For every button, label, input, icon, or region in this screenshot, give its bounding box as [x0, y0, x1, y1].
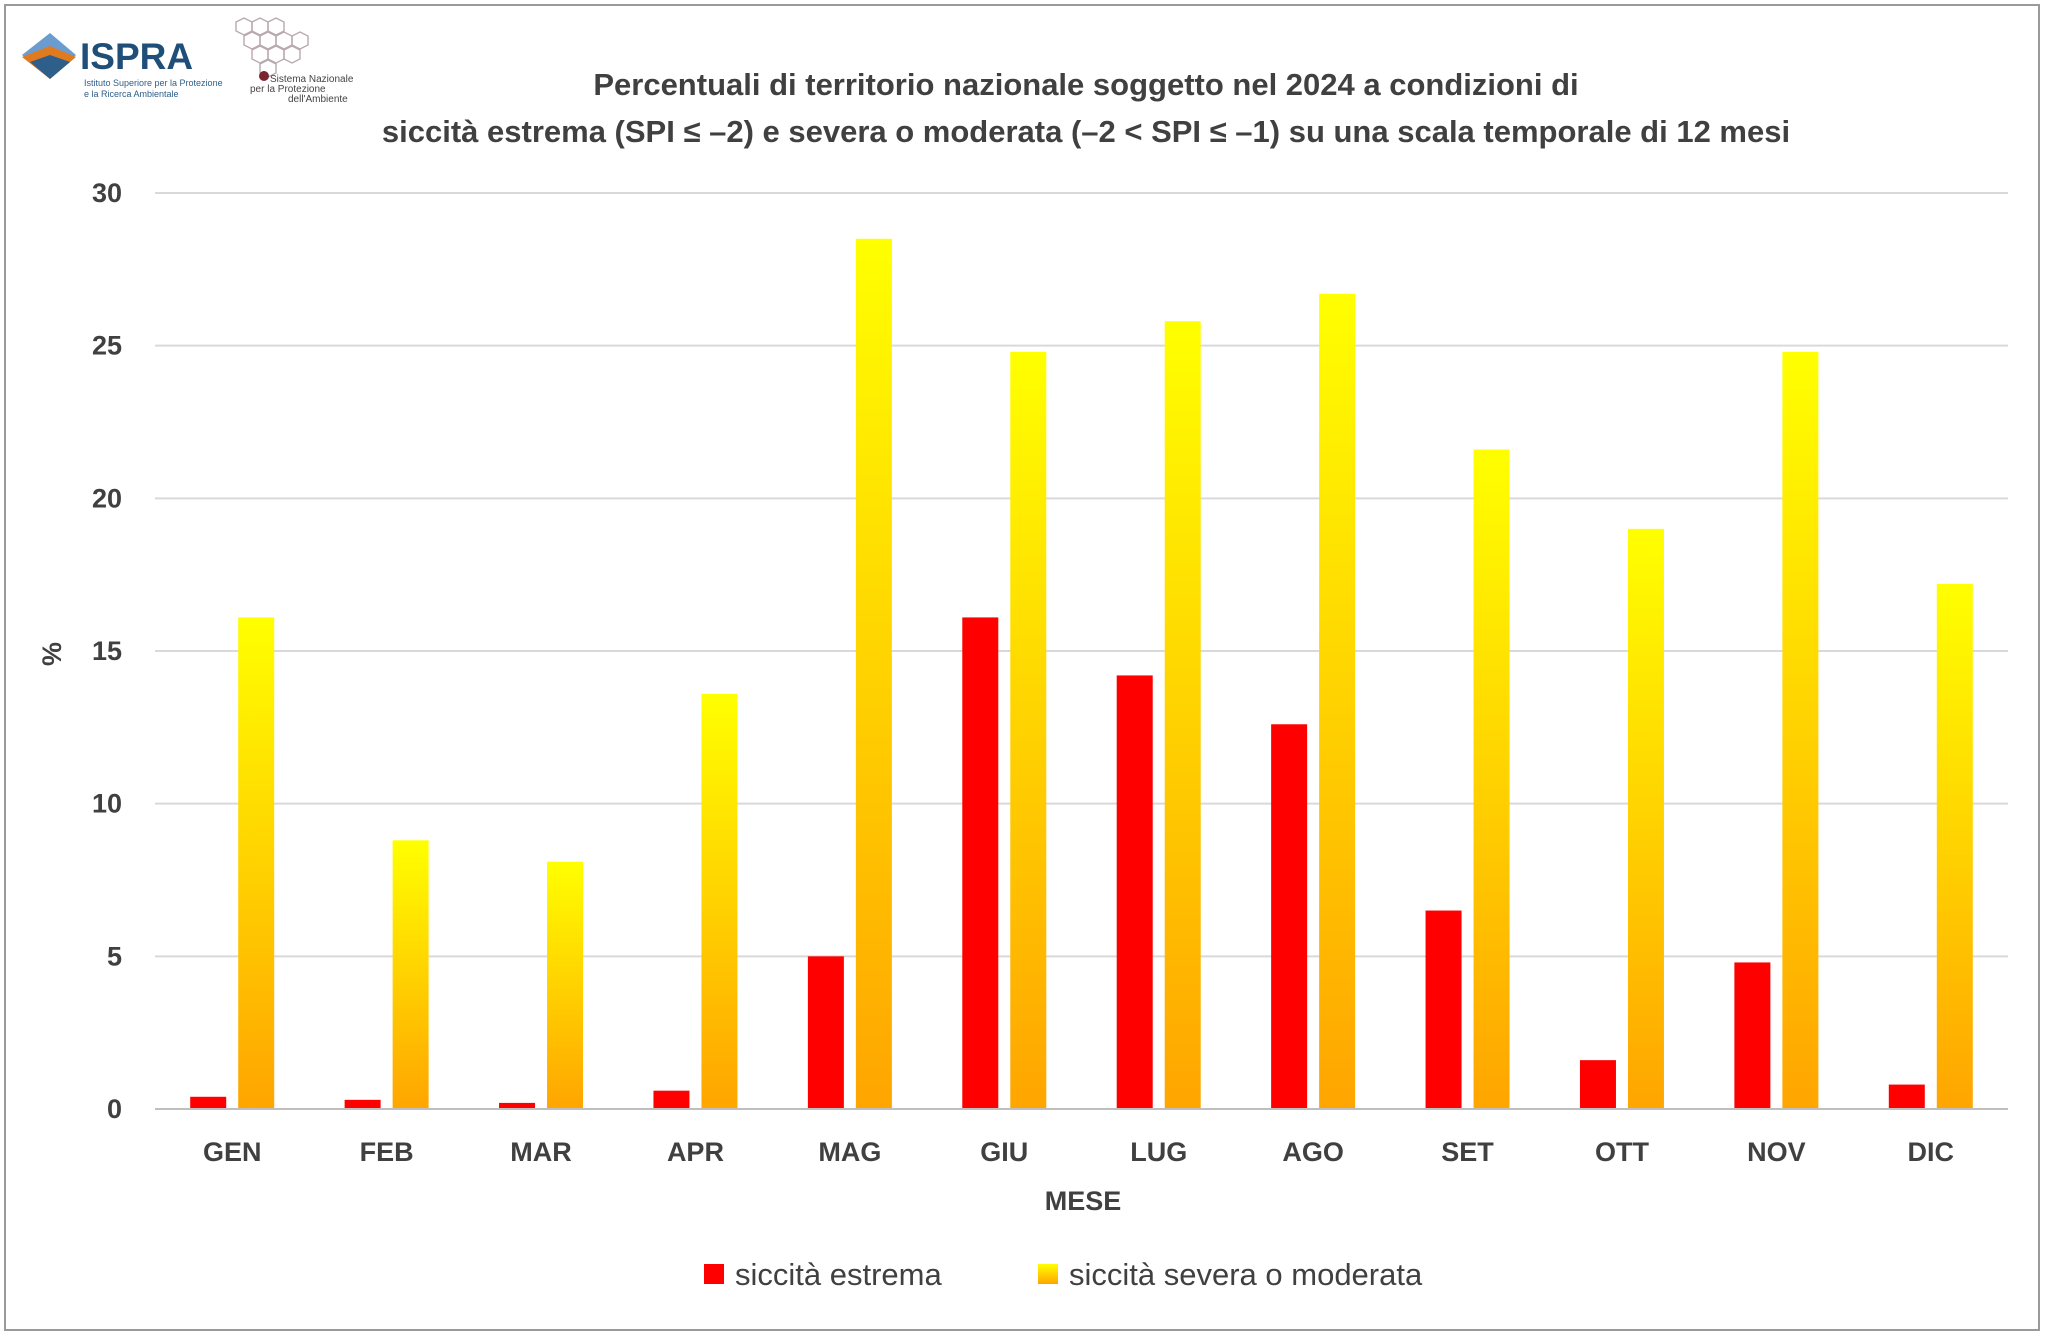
x-tick-label: LUG: [1130, 1137, 1187, 1167]
bar-siccita-severa-nov: [1782, 351, 1819, 1110]
bar-siccita-severa-mar: [547, 861, 584, 1109]
bar-siccita-estrema-feb: [344, 1099, 381, 1109]
bar-siccita-estrema-lug: [1116, 675, 1153, 1109]
bar-siccita-estrema-dic: [1888, 1084, 1925, 1109]
y-tick-label: 20: [92, 483, 122, 513]
y-tick-label: 30: [92, 178, 122, 208]
x-tick-label: GIU: [980, 1137, 1028, 1167]
x-tick-label: APR: [667, 1137, 724, 1167]
bar-siccita-severa-lug: [1164, 321, 1201, 1109]
gridlines: [155, 192, 2008, 958]
snpa-line-1: Sistema Nazionale: [270, 74, 354, 85]
bar-siccita-severa-mag: [855, 238, 892, 1110]
snpa-line-3: dell'Ambiente: [288, 94, 348, 105]
legend-label-siccita-severa: siccità severa o moderata: [1069, 1257, 1423, 1292]
bar-siccita-severa-ago: [1319, 293, 1356, 1109]
bar-siccita-estrema-apr: [653, 1090, 690, 1109]
ispra-tagline-2: e la Ricerca Ambientale: [84, 89, 179, 99]
chart-title-line-1: Percentuali di territorio nazionale sogg…: [593, 67, 1578, 102]
bar-siccita-estrema-mag: [807, 956, 844, 1109]
y-tick-labels: 0 5 10 15 20 25 30: [92, 178, 122, 1124]
y-tick-label: 15: [92, 636, 122, 666]
bar-siccita-severa-ott: [1627, 528, 1664, 1109]
snpa-hexagon-cluster: [235, 17, 309, 78]
y-axis-label: %: [37, 642, 67, 666]
bar-siccita-estrema-gen: [190, 1096, 227, 1109]
legend-label-siccita-estrema: siccità estrema: [735, 1257, 942, 1292]
bar-siccita-severa-dic: [1936, 583, 1973, 1109]
bars: [190, 238, 1973, 1110]
snpa-dot: [259, 71, 269, 81]
bar-siccita-severa-giu: [1010, 351, 1047, 1110]
x-tick-label: AGO: [1282, 1137, 1344, 1167]
bar-siccita-severa-apr: [701, 693, 738, 1109]
x-tick-label: GEN: [203, 1137, 262, 1167]
x-tick-labels: GEN FEB MAR APR MAG GIU LUG AGO SET OTT NOV DIC: [203, 1137, 1954, 1167]
ispra-emblem-dark: [30, 55, 70, 79]
chart-title-line-2: siccità estrema (SPI ≤ –2) e severa o mo…: [382, 114, 1790, 149]
bar-siccita-estrema-giu: [962, 617, 999, 1109]
bar-siccita-estrema-nov: [1734, 962, 1771, 1109]
x-tick-label: SET: [1441, 1137, 1494, 1167]
x-tick-label: MAG: [818, 1137, 881, 1167]
x-tick-label: OTT: [1595, 1137, 1649, 1167]
y-tick-label: 0: [107, 1094, 122, 1124]
y-tick-label: 5: [107, 941, 122, 971]
x-tick-label: FEB: [360, 1137, 414, 1167]
bar-siccita-estrema-mar: [499, 1102, 536, 1109]
ispra-logo: ISPRA Istituto Superiore per la Protezio…: [22, 33, 223, 99]
bar-siccita-severa-feb: [392, 840, 429, 1109]
snpa-logo: Sistema Nazionale per la Protezione dell…: [235, 17, 354, 105]
y-tick-label: 10: [92, 789, 122, 819]
x-tick-label: DIC: [1908, 1137, 1955, 1167]
ispra-name: ISPRA: [80, 36, 193, 77]
x-tick-label: MAR: [510, 1137, 572, 1167]
bar-siccita-severa-gen: [238, 617, 275, 1109]
x-tick-label: NOV: [1747, 1137, 1806, 1167]
ispra-tagline-1: Istituto Superiore per la Protezione: [84, 78, 223, 88]
y-tick-label: 25: [92, 331, 122, 361]
bar-siccita-estrema-set: [1425, 910, 1462, 1109]
x-axis-label: MESE: [1045, 1186, 1122, 1216]
bar-siccita-estrema-ago: [1271, 724, 1308, 1109]
legend-swatch-siccita-severa: [1038, 1264, 1058, 1284]
legend: siccità estrema siccità severa o moderat…: [704, 1257, 1423, 1292]
legend-swatch-siccita-estrema: [704, 1264, 724, 1284]
snpa-line-2: per la Protezione: [250, 84, 326, 95]
bar-siccita-severa-set: [1473, 449, 1510, 1110]
bar-siccita-estrema-ott: [1579, 1060, 1616, 1109]
